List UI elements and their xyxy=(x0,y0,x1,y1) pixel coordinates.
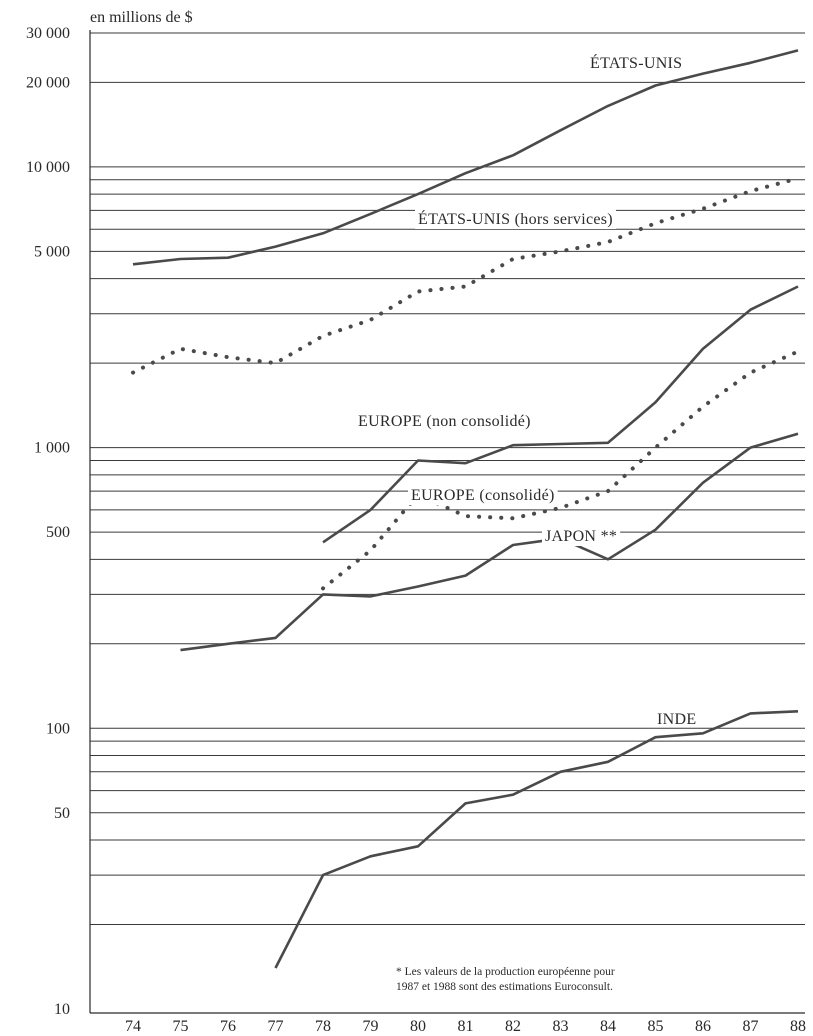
y-tick-label: 20 000 xyxy=(26,74,70,91)
grid-lines xyxy=(90,32,805,926)
series-label-background xyxy=(408,486,558,505)
x-tick-label: 82 xyxy=(505,1018,521,1035)
series-label-2: EUROPE (non consolidé) xyxy=(358,413,531,430)
x-tick-label: 81 xyxy=(458,1018,474,1035)
footnote-line-1: * Les valeurs de la production européenn… xyxy=(396,966,615,978)
x-tick-label: 80 xyxy=(410,1018,426,1035)
x-tick-label: 85 xyxy=(648,1018,664,1035)
series-label-3: EUROPE (consolidé) xyxy=(411,487,555,504)
x-tick-label: 79 xyxy=(363,1018,379,1035)
x-tick-label: 78 xyxy=(315,1018,331,1035)
series-line-0 xyxy=(132,49,799,266)
series-line-1 xyxy=(131,176,800,375)
series-line-4 xyxy=(180,432,799,652)
y-tick-label: 30 000 xyxy=(26,25,70,42)
x-tick-label: 87 xyxy=(743,1018,759,1035)
y-tick-label: 10 xyxy=(54,1001,70,1018)
y-tick-label: 100 xyxy=(46,720,70,737)
x-tick-label: 86 xyxy=(695,1018,711,1035)
x-tick-labels: 74 75 76 77 78 79 80 81 82 83 84 85 86 87 88 xyxy=(125,1018,806,1035)
series-label-1: ÉTATS-UNIS (hors services) xyxy=(418,209,613,228)
y-tick-label: 1 000 xyxy=(34,440,70,457)
x-tick-label: 76 xyxy=(220,1018,236,1035)
y-tick-label: 5 000 xyxy=(34,243,70,260)
x-tick-label: 83 xyxy=(553,1018,569,1035)
series-line-3 xyxy=(321,349,800,591)
series-labels: ÉTATS-UNIS ÉTATS-UNIS (hors services) EURO… xyxy=(358,53,696,728)
series-line-2 xyxy=(322,285,799,544)
y-tick-labels: 10 50 100 500 1 000 5 000 10 000 20 000 30 000 xyxy=(26,25,70,1018)
y-tick-label: 500 xyxy=(46,524,70,541)
series-lines xyxy=(131,49,800,969)
series-line-5 xyxy=(274,710,799,969)
x-tick-label: 84 xyxy=(600,1018,616,1035)
series-label-background xyxy=(542,527,621,546)
series-label-4: JAPON ** xyxy=(545,528,617,545)
x-tick-label: 77 xyxy=(268,1018,284,1035)
x-tick-label: 75 xyxy=(173,1018,189,1035)
series-label-5: INDE xyxy=(657,711,696,728)
y-axis-unit-label: en millions de $ xyxy=(90,9,193,26)
x-tick-label: 88 xyxy=(790,1018,806,1035)
series-label-background xyxy=(415,208,616,229)
x-tick-label: 74 xyxy=(125,1018,141,1035)
footnote: * Les valeurs de la production européenn… xyxy=(396,966,615,993)
footnote-line-2: 1987 et 1988 sont des estimations Euroco… xyxy=(396,981,613,993)
y-tick-label: 10 000 xyxy=(26,159,70,176)
series-label-0: ÉTATS-UNIS xyxy=(590,53,682,72)
y-tick-label: 50 xyxy=(54,805,70,822)
